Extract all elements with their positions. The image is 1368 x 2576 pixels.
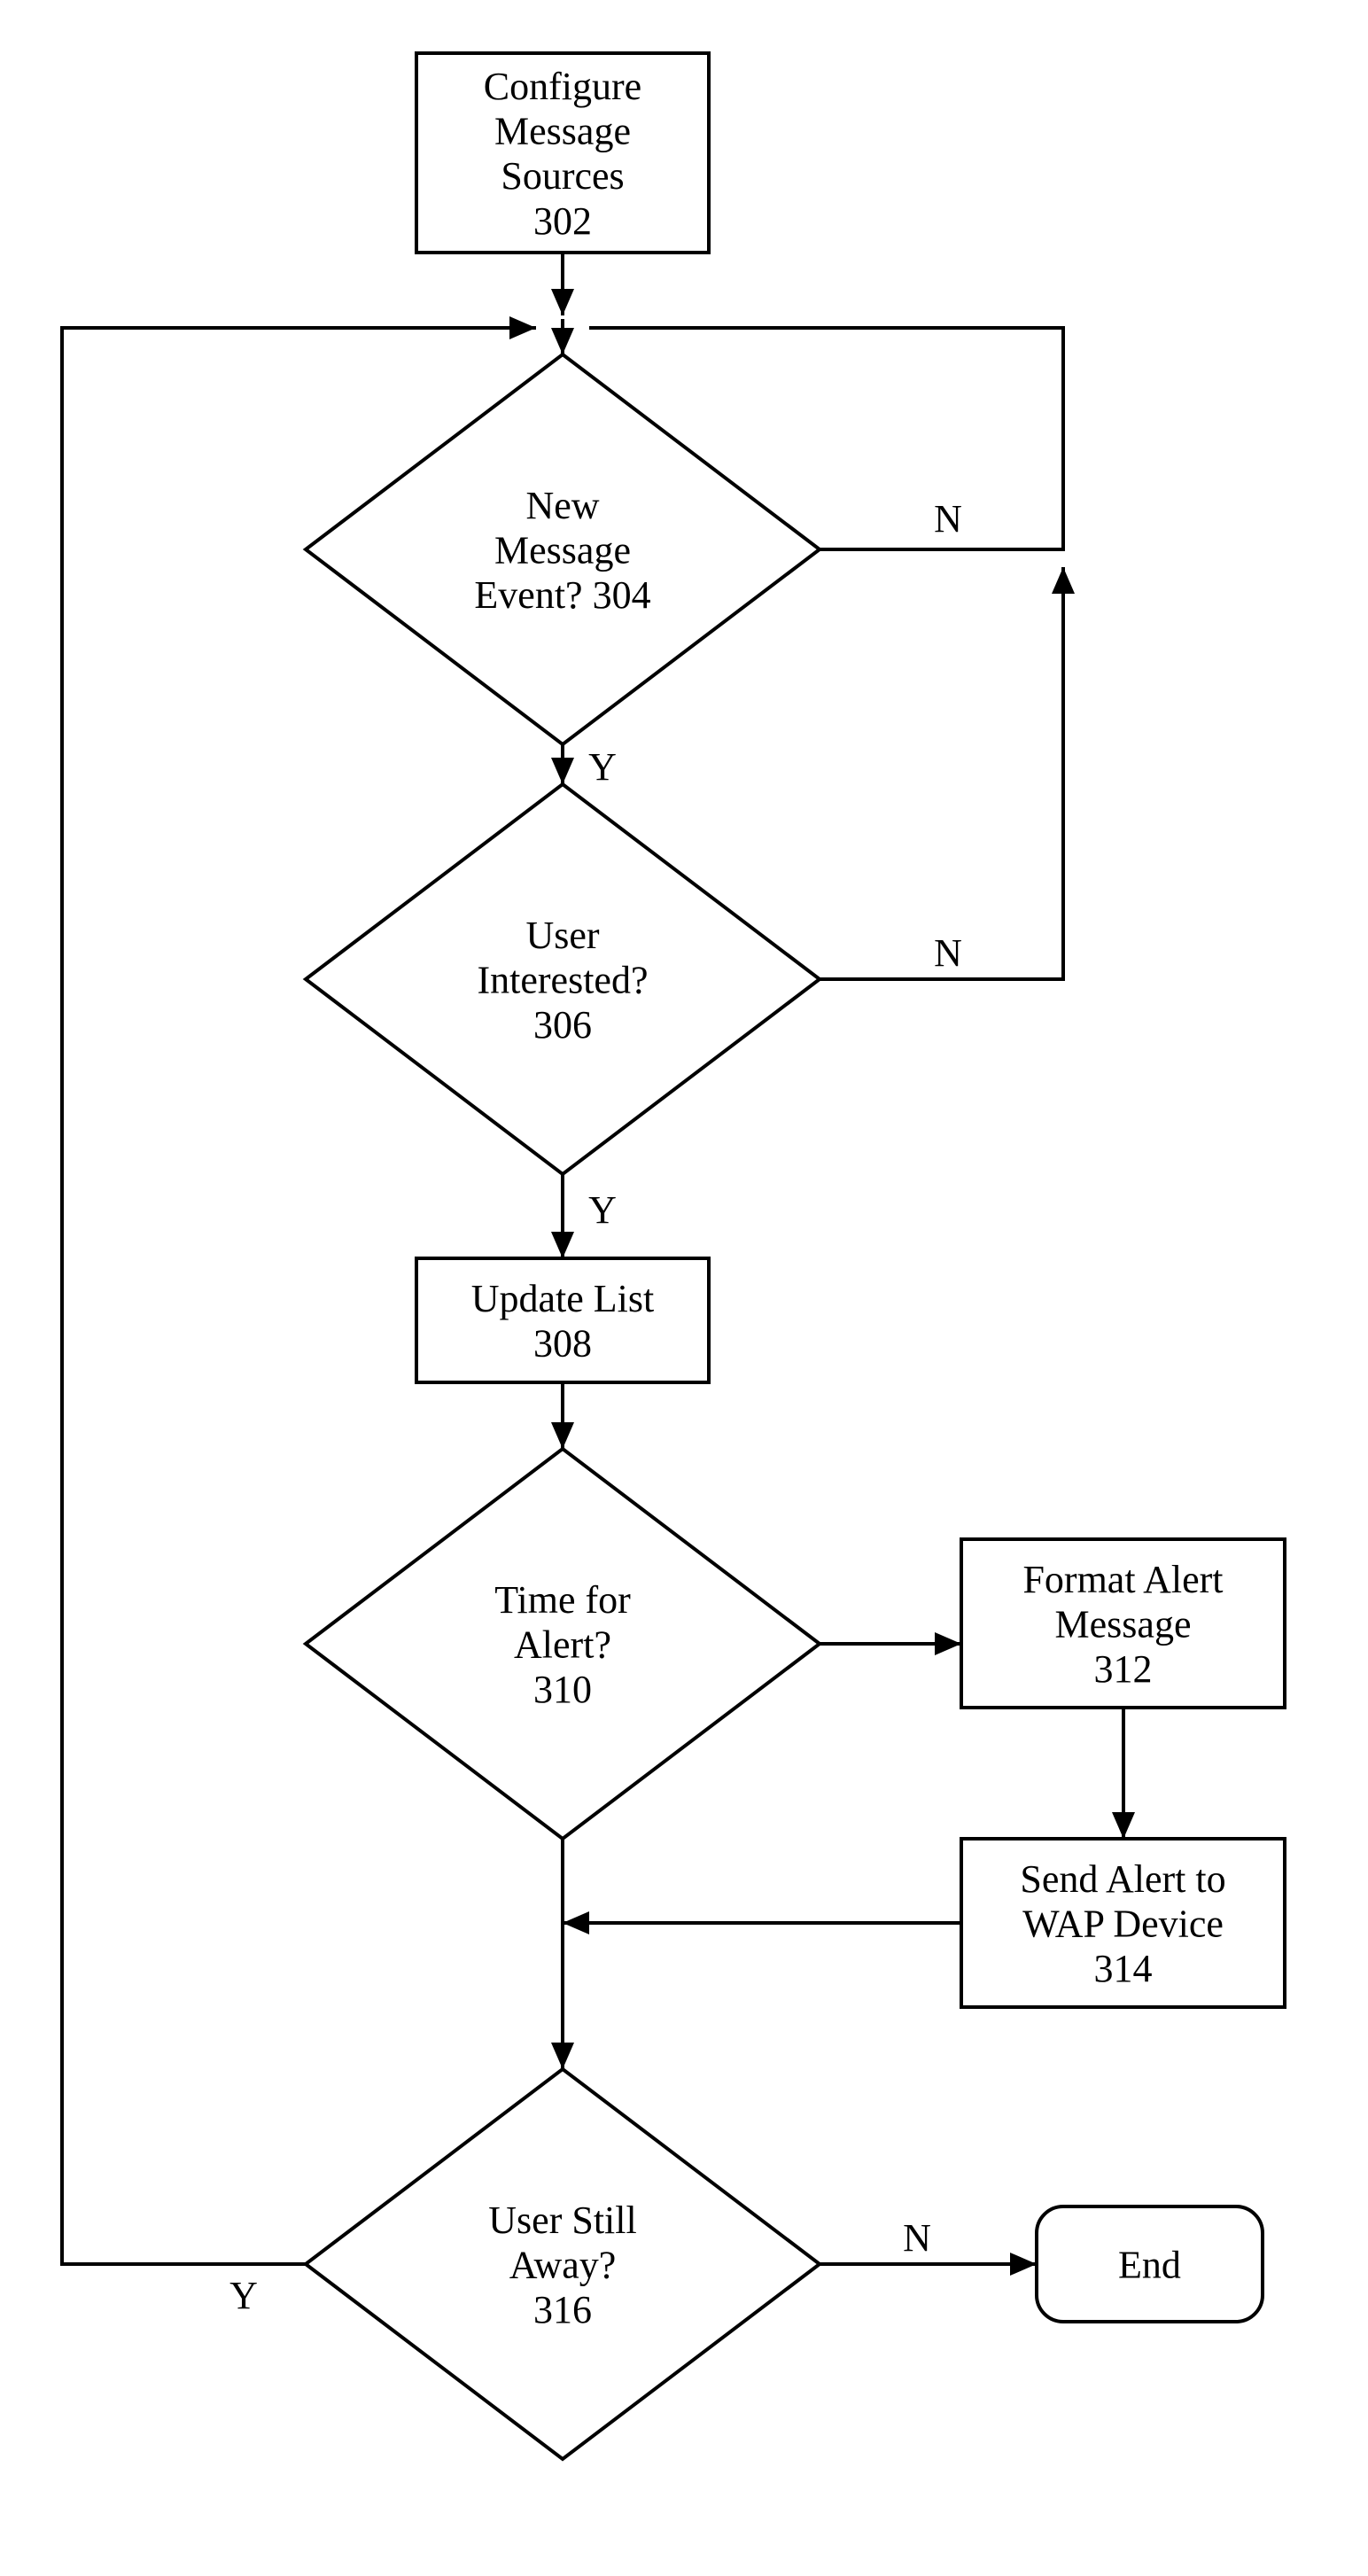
- svg-text:User: User: [525, 914, 599, 957]
- svg-text:314: 314: [1094, 1947, 1153, 1990]
- node-format_alert: Format AlertMessage312: [961, 1539, 1285, 1708]
- svg-text:New: New: [525, 484, 599, 527]
- node-end: End: [1037, 2206, 1263, 2322]
- svg-text:End: End: [1118, 2243, 1181, 2286]
- flowchart-svg: YNYNNYConfigureMessageSources302NewMessa…: [0, 0, 1368, 2576]
- svg-text:Message: Message: [494, 110, 631, 153]
- node-send_alert: Send Alert toWAP Device314: [961, 1839, 1285, 2007]
- svg-text:Alert?: Alert?: [514, 1623, 611, 1666]
- svg-text:316: 316: [533, 2288, 592, 2331]
- svg-text:WAP Device: WAP Device: [1022, 1902, 1224, 1945]
- svg-text:306: 306: [533, 1003, 592, 1047]
- userint-Y-to-update-label: Y: [588, 1188, 617, 1232]
- svg-text:Update List: Update List: [471, 1277, 655, 1320]
- useraway-N-to-end-label: N: [903, 2216, 931, 2260]
- newmsg-Y-to-userint-label: Y: [588, 745, 617, 789]
- node-configure: ConfigureMessageSources302: [416, 53, 709, 253]
- svg-text:302: 302: [533, 199, 592, 243]
- newmsg-N-loop-label: N: [934, 497, 962, 541]
- svg-text:Interested?: Interested?: [478, 958, 649, 1001]
- useraway-Y-loop-left-label: Y: [229, 2274, 258, 2317]
- svg-text:308: 308: [533, 1322, 592, 1366]
- svg-text:Message: Message: [494, 528, 631, 572]
- svg-text:Away?: Away?: [509, 2243, 617, 2286]
- svg-text:Message: Message: [1055, 1602, 1192, 1646]
- svg-text:312: 312: [1094, 1647, 1153, 1691]
- svg-text:310: 310: [533, 1668, 592, 1711]
- svg-text:User Still: User Still: [488, 2199, 636, 2242]
- svg-text:Configure: Configure: [484, 65, 641, 108]
- node-update_list: Update List308: [416, 1258, 709, 1382]
- userint-N-loop-label: N: [934, 931, 962, 975]
- svg-text:Format Alert: Format Alert: [1022, 1558, 1223, 1601]
- svg-text:Event? 304: Event? 304: [474, 573, 650, 617]
- svg-text:Sources: Sources: [501, 154, 624, 198]
- svg-text:Send Alert to: Send Alert to: [1020, 1857, 1225, 1901]
- flowchart-container: YNYNNYConfigureMessageSources302NewMessa…: [0, 0, 1368, 2576]
- svg-text:Time for: Time for: [494, 1578, 631, 1622]
